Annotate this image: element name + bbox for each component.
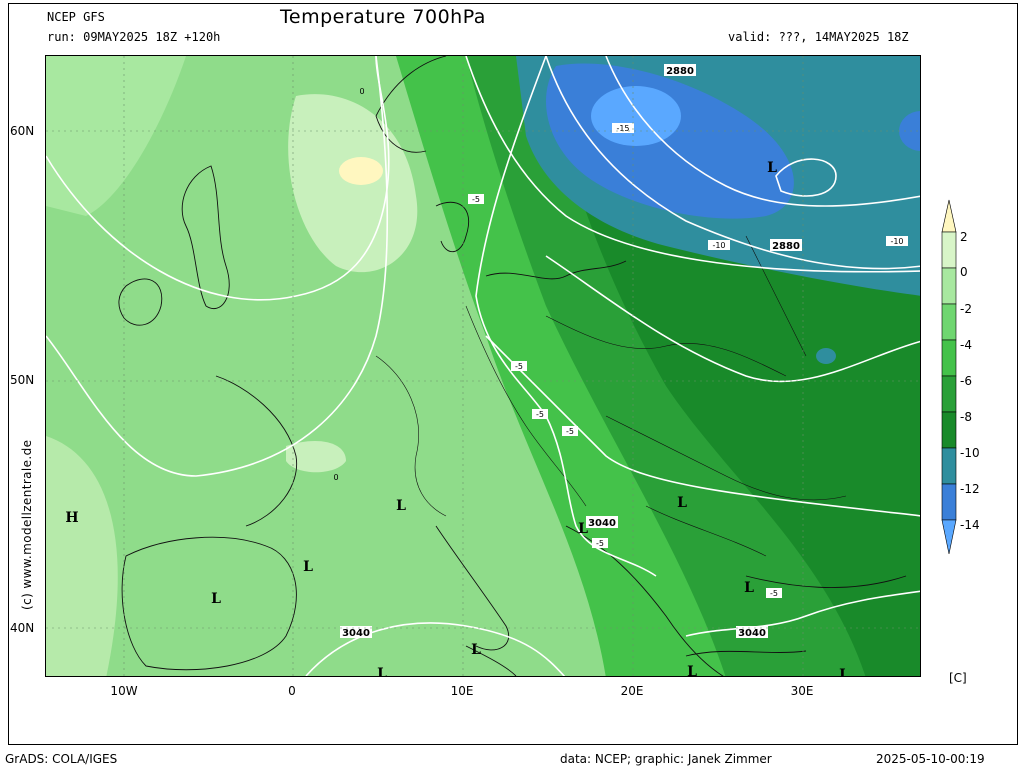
temp-label: -5 bbox=[515, 362, 523, 371]
temp-label: 0 bbox=[359, 87, 364, 96]
colorbar-swatch bbox=[941, 267, 957, 305]
footer-software: GrADS: COLA/IGES bbox=[5, 752, 118, 766]
colorbar-swatch bbox=[941, 483, 957, 521]
colorbar-label: -10 bbox=[960, 446, 980, 460]
colorbar-swatch bbox=[941, 447, 957, 485]
colorbar-label: 2 bbox=[960, 230, 968, 244]
footer-timestamp: 2025-05-10-00:19 bbox=[876, 752, 985, 766]
model-name: NCEP GFS bbox=[47, 10, 105, 24]
temperature-labels: -15 -10 -10 -5 -5 -5 -5 -5 -5 -5 0 0 bbox=[333, 87, 908, 598]
footer-credit: data: NCEP; graphic: Janek Zimmer bbox=[560, 752, 772, 766]
temp-zone-atlantic bbox=[46, 56, 186, 216]
low-center: L bbox=[578, 521, 588, 537]
temp-cold-spot-east bbox=[899, 111, 920, 151]
country-borders bbox=[375, 235, 847, 557]
low-center: L bbox=[396, 498, 406, 514]
colorbar-label: -8 bbox=[960, 410, 972, 424]
colorbar-swatch bbox=[941, 339, 957, 377]
temp-warm-spot bbox=[339, 157, 383, 185]
colorbar-swatch bbox=[941, 303, 957, 341]
low-center: L bbox=[303, 559, 313, 575]
colorbar bbox=[941, 199, 957, 555]
coastlines bbox=[118, 56, 907, 676]
temp-label: -5 bbox=[472, 195, 480, 204]
low-center: L bbox=[211, 591, 221, 607]
lon-label: 10W bbox=[110, 684, 138, 698]
lat-label: 60N bbox=[10, 124, 35, 138]
run-info: run: 09MAY2025 18Z +120h bbox=[47, 30, 221, 44]
pressure-label: 2880 bbox=[666, 66, 694, 77]
valid-time: valid: ???, 14MAY2025 18Z bbox=[728, 30, 909, 44]
colorbar-swatch bbox=[941, 519, 957, 555]
temp-label: 0 bbox=[333, 473, 338, 482]
high-center: H bbox=[65, 510, 78, 526]
temp-zone-coldest bbox=[591, 86, 681, 146]
graticule bbox=[46, 56, 920, 676]
low-center: L bbox=[377, 666, 387, 677]
low-center: L bbox=[471, 642, 481, 658]
temp-zone-southwest bbox=[46, 436, 118, 676]
colorbar-label: 0 bbox=[960, 265, 968, 279]
colorbar-unit: [C] bbox=[949, 671, 967, 685]
pressure-labels: 2880 2880 3040 3040 3040 bbox=[340, 64, 802, 639]
temp-zone-france-light bbox=[286, 441, 346, 473]
colorbar-swatch bbox=[941, 375, 957, 413]
copyright-vertical: (c) www.modellzentrale.de bbox=[20, 439, 34, 610]
pressure-centers: H L L L L L L L L L L L L bbox=[65, 160, 849, 677]
map-title: Temperature 700hPa bbox=[280, 6, 486, 28]
colorbar-swatch bbox=[941, 411, 957, 449]
pressure-label: 3040 bbox=[342, 628, 370, 639]
low-center: L bbox=[839, 667, 849, 677]
colorbar-label: -2 bbox=[960, 302, 972, 316]
pressure-label: 2880 bbox=[772, 241, 800, 252]
pressure-label: 3040 bbox=[738, 628, 766, 639]
temp-label: -5 bbox=[566, 427, 574, 436]
pressure-label: 3040 bbox=[588, 518, 616, 529]
temp-label: -5 bbox=[536, 410, 544, 419]
lon-label: 20E bbox=[620, 684, 644, 698]
lon-label: 30E bbox=[790, 684, 814, 698]
temp-label: -5 bbox=[770, 589, 778, 598]
colorbar-label: -14 bbox=[960, 518, 980, 532]
lat-label: 50N bbox=[10, 373, 35, 387]
lat-label: 40N bbox=[10, 621, 35, 635]
temp-label: -15 bbox=[616, 124, 629, 133]
low-center: L bbox=[767, 160, 777, 176]
colorbar-label: -12 bbox=[960, 482, 980, 496]
low-center: L bbox=[744, 580, 754, 596]
lon-label: 10E bbox=[450, 684, 474, 698]
colorbar-label: -6 bbox=[960, 374, 972, 388]
lon-label: 0 bbox=[288, 684, 296, 698]
temp-label: -10 bbox=[712, 241, 725, 250]
temp-label: -5 bbox=[596, 539, 604, 548]
low-center: L bbox=[687, 664, 697, 677]
temp-cold-spot-small bbox=[816, 348, 836, 364]
weather-map: 2880 2880 3040 3040 3040 -15 -10 -10 -5 … bbox=[45, 55, 921, 677]
geopotential-contours bbox=[46, 56, 920, 676]
temp-label: -10 bbox=[890, 237, 903, 246]
colorbar-label: -4 bbox=[960, 338, 972, 352]
colorbar-swatch bbox=[941, 231, 957, 269]
colorbar-swatch bbox=[941, 199, 957, 233]
figure-frame bbox=[8, 3, 1018, 745]
low-center: L bbox=[677, 495, 687, 511]
